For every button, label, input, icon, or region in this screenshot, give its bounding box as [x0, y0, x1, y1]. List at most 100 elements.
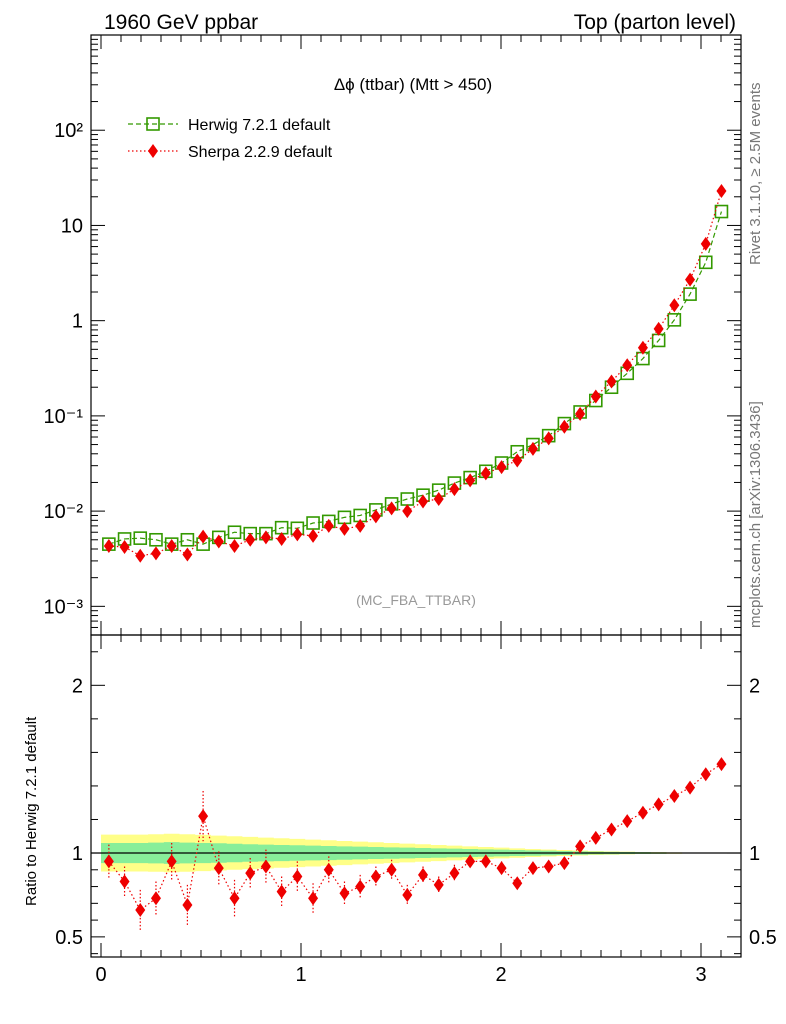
ratio-sherpa-marker: [135, 903, 146, 918]
sherpa-marker: [182, 547, 193, 562]
ratio-sherpa-marker: [260, 859, 271, 874]
legend-entry-sherpa: Sherpa 2.2.9 default: [128, 144, 333, 161]
sherpa-marker: [166, 539, 177, 554]
ratio-sherpa-marker: [402, 887, 413, 902]
x-tick-label: 3: [695, 964, 706, 986]
herwig-marker: [149, 532, 163, 547]
legend-entry-herwig: Herwig 7.2.1 default: [128, 117, 331, 134]
main-ytick-label: 10: [61, 215, 83, 237]
main-chart-title: Δϕ (ttbar) (Mtt > 450): [334, 75, 492, 94]
sherpa-marker: [606, 374, 617, 389]
ratio-sherpa-marker: [182, 898, 193, 913]
legend-label-sherpa: Sherpa 2.2.9 default: [188, 144, 333, 161]
x-tick-label: 1: [295, 964, 306, 986]
sherpa-marker: [198, 529, 209, 544]
main-ytick-labels: 10⁻³ 10⁻² 10⁻¹ 1 10 10²: [44, 120, 84, 618]
ratio-sherpa-marker: [103, 854, 114, 869]
sherpa-marker: [339, 521, 350, 536]
ratio-sherpa-marker: [386, 862, 397, 877]
x-tick-labels: 0 1 2 3: [95, 964, 706, 986]
main-ytick-label: 10⁻²: [44, 501, 84, 523]
main-panel: 10⁻³ 10⁻² 10⁻¹ 1 10 10² Δϕ (ttbar) (Mtt > 450…: [44, 34, 742, 636]
ratio-sherpa-marker: [292, 869, 303, 884]
sherpa-marker: [213, 534, 224, 549]
ratio-sherpa-marker: [512, 876, 523, 891]
sherpa-marker: [559, 419, 570, 434]
main-series-group: [102, 184, 729, 563]
sherpa-marker: [308, 528, 319, 543]
ratio-sherpa-marker: [150, 891, 161, 906]
x-tick-label: 2: [495, 964, 506, 986]
sherpa-marker: [480, 466, 491, 481]
sherpa-marker: [119, 539, 130, 554]
sherpa-marker: [590, 389, 601, 404]
main-ytick-label: 10⁻³: [44, 596, 84, 618]
sherpa-marker: [543, 431, 554, 446]
mcplots-label: mcplots.cern.ch [arXiv:1306.3436]: [747, 401, 764, 628]
legend-label-herwig: Herwig 7.2.1 default: [188, 117, 331, 134]
ratio-series-group: [103, 757, 727, 931]
ratio-sherpa-marker: [700, 767, 711, 782]
ratio-sherpa-marker: [685, 780, 696, 795]
ratio-sherpa-marker: [449, 866, 460, 881]
sherpa-marker: [323, 518, 334, 533]
rivet-version-label: Rivet 3.1.10, ≥ 2.5M events: [747, 83, 764, 266]
herwig-line: [108, 211, 723, 545]
ratio-ytick-label-right: 0.5: [749, 927, 777, 949]
ratio-sherpa-marker: [339, 886, 350, 901]
x-tick-label: 0: [95, 964, 106, 986]
sherpa-marker: [103, 539, 114, 554]
ratio-sherpa-marker: [355, 879, 366, 894]
herwig-marker: [227, 525, 242, 540]
ratio-ytick-label-left: 2: [72, 675, 83, 697]
sherpa-marker: [229, 539, 240, 554]
ratio-sherpa-marker: [606, 822, 617, 837]
ratio-sherpa-marker: [716, 757, 727, 772]
sherpa-marker: [150, 546, 161, 561]
sherpa-marker: [402, 504, 413, 519]
main-ytick-label: 10²: [54, 120, 83, 142]
main-axis-ticks: [91, 35, 741, 636]
ratio-sherpa-marker: [229, 891, 240, 906]
ratio-sherpa-marker: [575, 839, 586, 854]
ratio-ytick-label-right: 2: [749, 675, 760, 697]
ratio-ytick-label-left: 0.5: [55, 927, 83, 949]
sherpa-marker: [355, 518, 366, 533]
sherpa-marker: [622, 358, 633, 373]
sherpa-marker: [465, 473, 476, 488]
main-ytick-label: 1: [72, 311, 83, 333]
herwig-marker: [180, 532, 195, 547]
sherpa-marker: [700, 236, 711, 251]
legend: Herwig 7.2.1 default Sherpa 2.2.9 defaul…: [128, 117, 333, 161]
ratio-axis-ticks: [91, 635, 741, 957]
ratio-sherpa-marker: [637, 805, 648, 820]
herwig-marker: [667, 313, 682, 327]
ratio-sherpa-marker: [590, 830, 601, 845]
sherpa-marker: [653, 321, 664, 336]
ratio-sherpa-marker: [308, 891, 319, 906]
sherpa-marker: [260, 530, 271, 545]
herwig-marker: [683, 287, 697, 301]
sherpa-marker: [276, 531, 287, 546]
ratio-sherpa-marker: [166, 854, 177, 869]
ratio-ytick-labels: 0.5 0.5 1 1 2 2: [55, 675, 777, 949]
sherpa-marker: [245, 532, 256, 547]
ratio-sherpa-marker: [622, 814, 633, 829]
ratio-sherpa-marker: [433, 877, 444, 892]
ratio-sherpa-marker: [669, 789, 680, 803]
ratio-ytick-label-right: 1: [749, 843, 760, 865]
sherpa-marker: [370, 509, 381, 524]
herwig-marker: [133, 531, 148, 545]
sherpa-marker: [135, 548, 146, 563]
ratio-sherpa-marker: [370, 869, 381, 884]
ratio-sherpa-marker: [496, 861, 507, 876]
sherpa-marker: [292, 527, 303, 542]
ratio-sherpa-marker: [198, 809, 209, 824]
ratio-sherpa-marker: [245, 866, 256, 881]
header-energy-label: 1960 GeV ppbar: [104, 11, 258, 34]
ratio-sherpa-marker: [213, 861, 224, 876]
sherpa-marker: [496, 460, 507, 475]
ratio-sherpa-marker: [465, 854, 476, 869]
sherpa-marker: [433, 492, 444, 507]
